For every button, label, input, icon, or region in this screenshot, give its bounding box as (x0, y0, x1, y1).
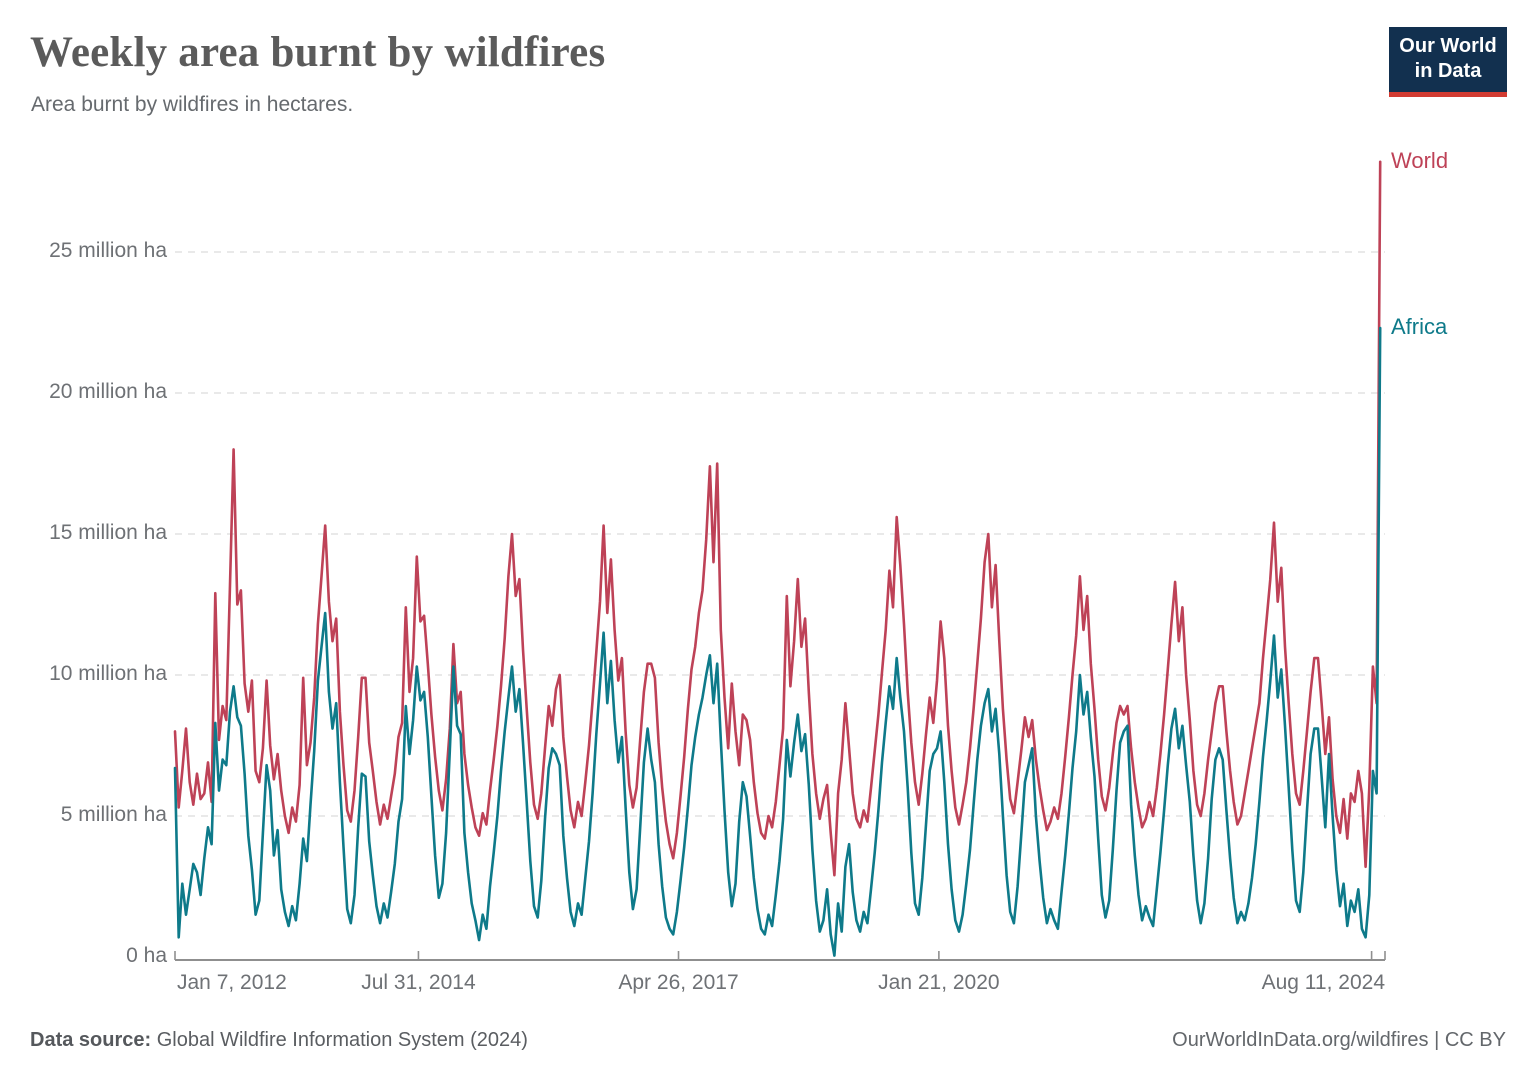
series-line-world[interactable] (173, 160, 1382, 877)
owid-logo-red-bar (1389, 92, 1507, 97)
owid-logo-box: Our World in Data (1389, 27, 1507, 92)
series-label-africa[interactable]: Africa (1391, 314, 1448, 340)
page-title: Weekly area burnt by wildfires (30, 29, 606, 76)
x-tick-label: Jul 31, 2014 (361, 971, 476, 994)
owid-logo: Our World in Data (1389, 27, 1507, 97)
data-source-value: Global Wildfire Information System (2024… (151, 1029, 528, 1051)
y-tick-label: 5 million ha (60, 803, 167, 826)
data-source: Data source: Global Wildfire Information… (30, 1029, 528, 1052)
x-tick-label: Jan 7, 2012 (177, 971, 287, 994)
x-tick-label: Aug 11, 2024 (1261, 971, 1385, 994)
x-tick-label: Jan 21, 2020 (878, 971, 1000, 994)
x-tick-label: Apr 26, 2017 (618, 971, 739, 994)
series-label-world[interactable]: World (1391, 147, 1449, 173)
y-tick-label: 0 ha (126, 944, 167, 967)
y-tick-label: 10 million ha (49, 662, 167, 685)
owid-logo-line2: in Data (1414, 60, 1482, 82)
series-line-africa[interactable] (173, 326, 1382, 957)
y-tick-label: 15 million ha (49, 521, 167, 544)
y-tick-label: 25 million ha (49, 239, 167, 262)
footer-link: OurWorldInData.org/wildfires | CC BY (1172, 1029, 1506, 1051)
y-tick-label: 20 million ha (49, 380, 167, 403)
page-subtitle: Area burnt by wildfires in hectares. (31, 93, 354, 116)
owid-logo-line1: Our World (1399, 35, 1497, 57)
data-source-label: Data source: (30, 1029, 152, 1051)
